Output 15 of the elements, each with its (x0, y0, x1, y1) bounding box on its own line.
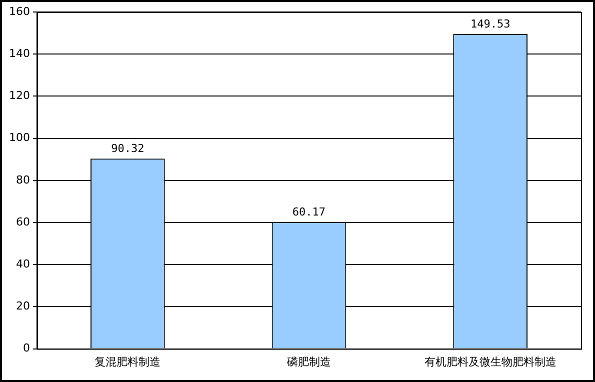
y-tick-label: 60 (16, 215, 30, 228)
x-tick-label: 磷肥制造 (286, 355, 331, 368)
y-tick-label: 20 (16, 300, 30, 313)
y-tick-label: 140 (8, 46, 30, 60)
y-tick-label: 160 (8, 4, 30, 18)
data-label: 60.17 (292, 206, 326, 218)
y-tick-label: 120 (8, 89, 30, 102)
y-tick-label: 80 (16, 173, 30, 186)
y-tick-label: 100 (8, 131, 30, 144)
y-tick-label: 0 (22, 342, 30, 355)
x-tick-label: 有机肥料及微生物肥料制造 (424, 355, 556, 368)
x-tick-label: 复混肥料制造 (94, 355, 161, 368)
data-label: 149.53 (470, 17, 510, 30)
data-label: 90.32 (111, 142, 144, 156)
y-tick-label: 40 (16, 257, 30, 270)
